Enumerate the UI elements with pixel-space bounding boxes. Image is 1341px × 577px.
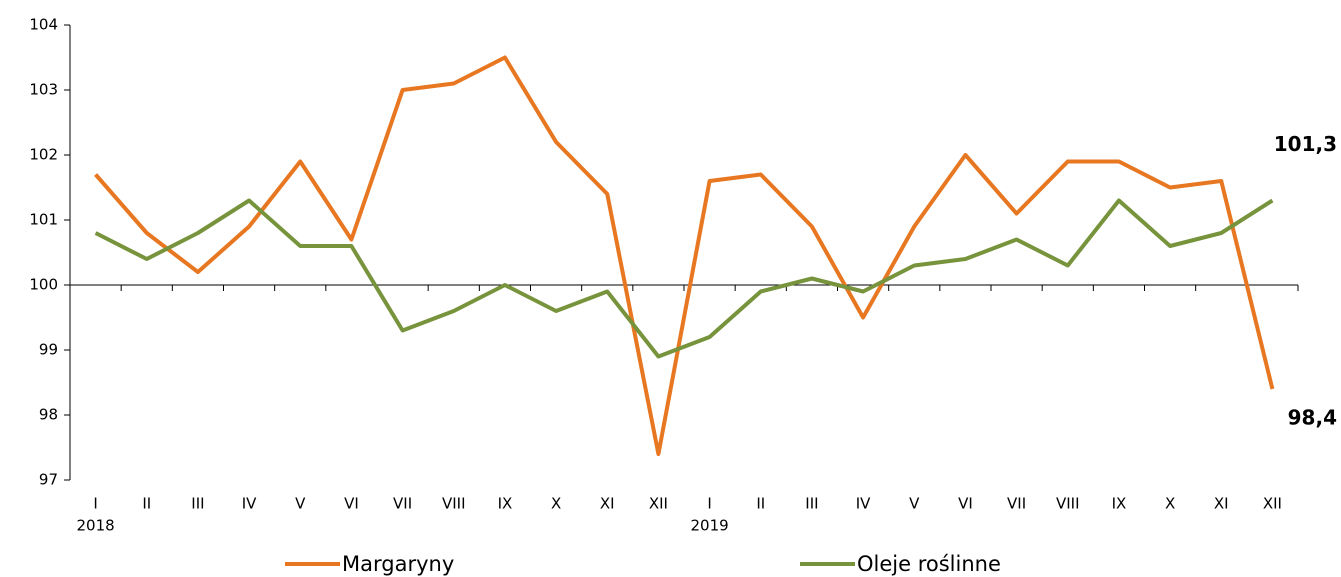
end-label: 98,4 [1288,406,1337,430]
y-tick-label: 98 [39,406,58,424]
x-tick-label: XI [1214,495,1229,513]
x-tick-label: II [756,495,765,513]
x-tick-label: VI [958,495,973,513]
x-group-label: 2018 [76,517,114,535]
y-tick-label: 99 [39,341,58,359]
x-tick-label: I [707,495,711,513]
x-tick-label: VIII [442,495,466,513]
x-tick-label: X [551,495,561,513]
x-tick-label: I [93,495,97,513]
x-tick-label: XI [600,495,615,513]
x-tick-label: II [142,495,151,513]
x-tick-label: III [191,495,204,513]
y-tick-label: 101 [29,211,58,229]
x-group-label: 2019 [690,517,728,535]
y-tick-label: 104 [29,16,58,34]
x-tick-label: X [1165,495,1175,513]
x-tick-label: V [909,495,920,513]
x-tick-label: IV [856,495,871,513]
x-tick-label: VII [1007,495,1026,513]
y-tick-label: 100 [29,276,58,294]
x-tick-label: III [805,495,818,513]
y-tick-label: 102 [29,146,58,164]
legend-label: Margaryny [342,552,454,576]
x-tick-label: VIII [1056,495,1080,513]
x-tick-label: IX [1112,495,1127,513]
x-tick-label: XII [1263,495,1282,513]
y-tick-label: 103 [29,81,58,99]
x-tick-label: IV [242,495,257,513]
series-line [94,198,1274,359]
x-tick-label: V [295,495,306,513]
x-tick-label: XII [649,495,668,513]
x-tick-label: IX [498,495,513,513]
x-tick-label: VII [393,495,412,513]
legend-label: Oleje roślinne [857,552,1001,576]
x-tick-label: VI [344,495,359,513]
end-label: 101,3 [1274,132,1337,156]
series-line [94,55,1275,456]
y-tick-label: 97 [39,471,58,489]
